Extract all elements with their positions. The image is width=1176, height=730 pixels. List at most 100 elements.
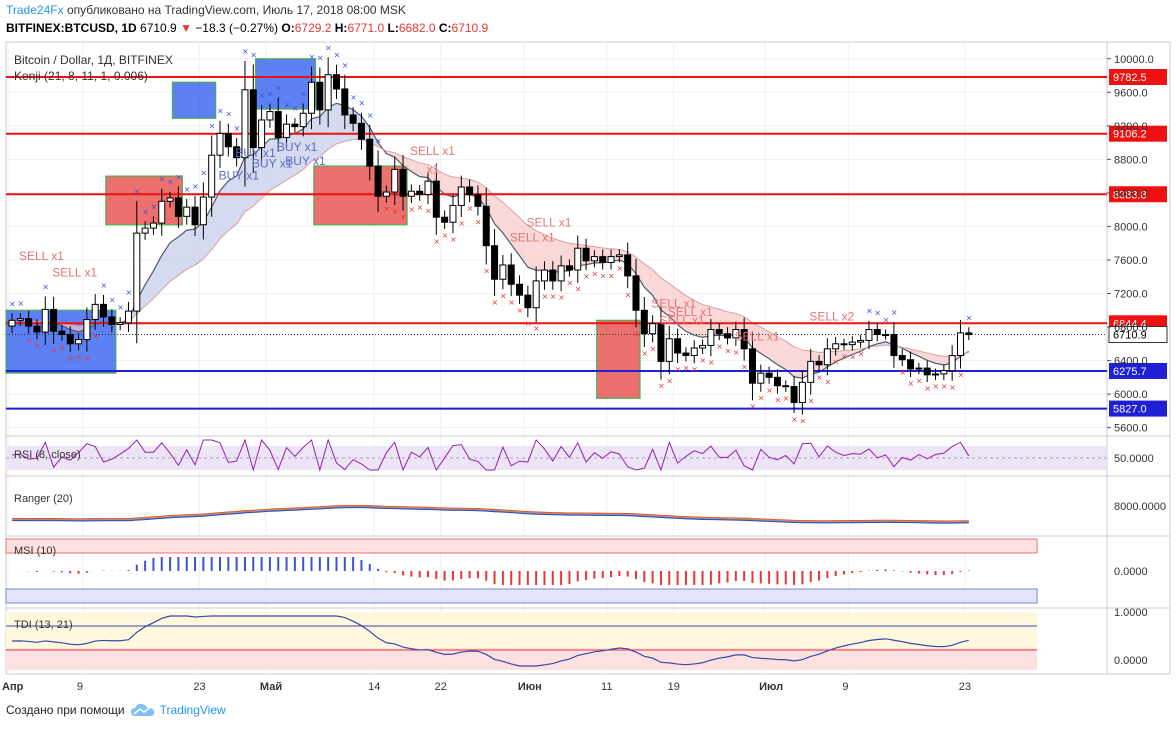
chart-title: Bitcoin / Dollar, 1Д, BITFINEX: [14, 53, 173, 67]
tradingview-text: TradingView: [159, 703, 226, 717]
candle-body: [782, 385, 790, 388]
candle-body: [449, 204, 457, 223]
candle: ×: [174, 172, 182, 228]
footer: Создано при помощи TradingView: [6, 703, 226, 717]
indicator-label: Kenji (21, 8, 11, 1, 0.006): [14, 69, 148, 83]
candle: ×: [449, 194, 457, 244]
tradingview-link[interactable]: TradingView: [130, 703, 226, 717]
signal-marker: ×: [159, 175, 166, 184]
time-tick-label: Июл: [759, 681, 783, 693]
signal-marker: ×: [625, 290, 632, 299]
candle-body: [682, 352, 690, 357]
candle: ×: [607, 249, 615, 281]
candle-body: [332, 74, 340, 90]
price-axis: 10000.0 9600.0 9200.0 8800.0 8400.0 8000.0 760…: [1107, 54, 1154, 435]
candle-body: [549, 269, 557, 282]
time-tick-label: Май: [260, 681, 282, 693]
signal-marker: ×: [225, 110, 232, 119]
candle-body: [574, 247, 582, 271]
brand-name[interactable]: Trade24Fx: [6, 3, 64, 17]
candle: ×: [266, 90, 274, 128]
symbol-label: BITFINEX:BTCUSD, 1D: [6, 21, 137, 35]
tradingview-cloud-icon: [130, 703, 154, 716]
kenji-slow-line: [11, 139, 969, 357]
price-tick-label: 8000.0: [1114, 221, 1148, 233]
candle-body: [624, 254, 632, 277]
time-tick-label: 23: [193, 681, 205, 693]
candle-body: [399, 168, 407, 197]
last-price-label: 6710.9: [1113, 329, 1147, 341]
candle: ×: [474, 185, 482, 226]
cloud-segment: [319, 107, 329, 157]
signal-marker: ×: [683, 363, 690, 372]
signal-marker: ×: [933, 382, 940, 391]
level-label-bg: [1109, 186, 1167, 203]
candle-body: [532, 280, 540, 309]
signal-marker: ×: [833, 358, 840, 367]
signal-marker: ×: [891, 308, 898, 317]
candle: ×: [482, 187, 490, 276]
candle-body: [141, 227, 149, 234]
signal-marker: ×: [42, 282, 49, 291]
candle-body: [374, 165, 382, 197]
close-value: 6710.9: [451, 21, 489, 35]
candle: ×: [524, 285, 532, 328]
signal-marker: ×: [76, 352, 83, 361]
candle-body: [100, 303, 108, 318]
candle: ×: [491, 228, 498, 307]
cloud-segment: [669, 283, 678, 325]
candle-body: [948, 355, 956, 372]
signal-marker: ×: [758, 394, 765, 403]
candle: ×: [798, 370, 806, 426]
signal-marker: ×: [558, 293, 565, 302]
signal-marker: ×: [483, 267, 490, 276]
cloud-segment: [303, 118, 312, 170]
candle-body: [33, 325, 41, 333]
candle-body: [108, 316, 116, 326]
signal-label: SELL x1: [734, 329, 779, 343]
signal-marker: ×: [242, 47, 249, 56]
candle: ×: [441, 210, 448, 240]
candle: ×: [599, 249, 606, 281]
signal-marker: ×: [774, 396, 781, 405]
ohlc-header: BITFINEX:BTCUSD, 1D 6710.9 ▼ −18.3 (−0.2…: [6, 21, 488, 35]
candle: ×: [124, 288, 132, 332]
cloud-segment: [236, 156, 245, 224]
price-tick-label: 8800.0: [1114, 154, 1148, 166]
publish-info: опубликовано на TradingView.com, Июль 17…: [66, 3, 406, 17]
candle: ×: [25, 310, 32, 345]
tdi-line: [11, 615, 969, 667]
candle: ×: [8, 299, 16, 334]
candle: ×: [208, 121, 215, 217]
signal-marker: ×: [783, 394, 790, 403]
price-tick-label: 9200.0: [1114, 121, 1148, 133]
candle-body: [807, 360, 815, 383]
open-value: 6729.2: [294, 21, 332, 35]
tdi-lower-band: [6, 648, 1037, 670]
candle: ×: [516, 275, 523, 315]
candle-body: [765, 372, 773, 378]
cloud-segment: [161, 242, 171, 290]
candle-body: [41, 308, 49, 333]
candle-body: [216, 132, 224, 156]
cloud-segment: [261, 139, 270, 199]
candle-body: [965, 332, 973, 336]
price-tick-label: 10000.0: [1114, 54, 1154, 66]
signal-marker: ×: [392, 207, 399, 216]
candle-body: [266, 111, 274, 121]
candle: ×: [649, 315, 656, 353]
candle-body: [790, 386, 798, 403]
candle-body: [324, 74, 332, 111]
candle-body: [674, 338, 682, 354]
candle: ×: [832, 336, 840, 367]
candle-body: [183, 206, 191, 217]
candle-body: [740, 329, 748, 350]
signal-marker: ×: [458, 219, 465, 228]
signal-marker: ×: [566, 279, 573, 288]
candle: ×: [324, 43, 332, 128]
candle: ×: [707, 318, 715, 367]
candle: ×: [690, 340, 698, 374]
